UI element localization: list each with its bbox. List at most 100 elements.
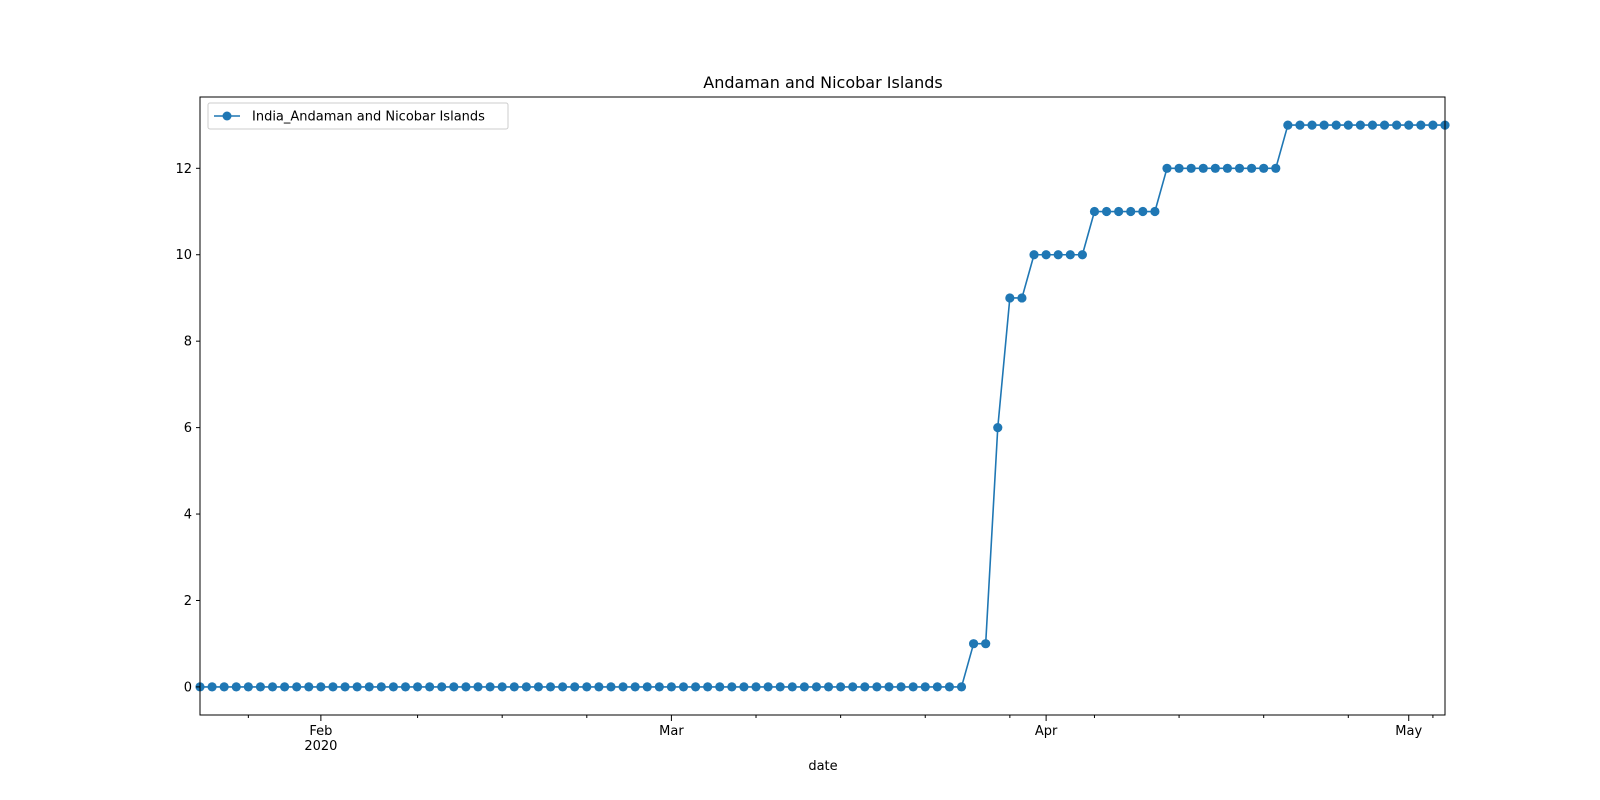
data-point-39 — [666, 682, 677, 692]
data-point-4 — [243, 682, 253, 692]
data-point-62 — [944, 682, 955, 692]
x-tick-label: Apr — [1035, 724, 1058, 739]
data-point-11 — [328, 682, 338, 692]
data-point-70 — [1041, 250, 1051, 260]
legend: India_Andaman and Nicobar Islands — [207, 102, 509, 130]
x-tick-label: Feb — [309, 724, 332, 739]
legend-marker-swatch — [222, 111, 232, 121]
data-point-100 — [1404, 120, 1414, 130]
data-point-10 — [316, 682, 326, 692]
data-point-58 — [896, 682, 906, 692]
data-point-77 — [1126, 206, 1136, 217]
data-point-69 — [1029, 250, 1039, 260]
data-point-15 — [376, 682, 386, 692]
data-point-71 — [1053, 250, 1063, 260]
data-point-73 — [1077, 250, 1087, 260]
series-line-0 — [200, 124, 1445, 688]
data-point-63 — [956, 682, 967, 692]
data-point-46 — [751, 682, 761, 692]
data-point-7 — [280, 682, 290, 692]
data-point-14 — [364, 682, 374, 692]
data-point-64 — [968, 639, 979, 649]
data-point-2 — [219, 682, 229, 692]
data-point-85 — [1222, 163, 1233, 173]
data-point-96 — [1355, 120, 1365, 130]
data-point-37 — [642, 682, 652, 692]
data-point-31 — [570, 682, 580, 692]
data-point-44 — [727, 682, 737, 692]
x-tick-sublabel: 2020 — [304, 739, 337, 754]
axes-frame — [199, 96, 1446, 716]
data-point-9 — [304, 682, 314, 692]
plot-area — [195, 96, 1450, 716]
data-point-6 — [267, 682, 278, 692]
data-point-43 — [715, 682, 725, 692]
data-point-51 — [811, 682, 822, 692]
data-point-20 — [437, 682, 447, 692]
data-point-72 — [1065, 250, 1075, 260]
data-point-23 — [473, 682, 483, 692]
y-axis: 0 2 4 6 8 10 12 — [175, 162, 200, 695]
data-point-61 — [932, 682, 942, 692]
data-point-12 — [340, 682, 350, 692]
y-tick-label: 0 — [184, 680, 192, 695]
data-point-59 — [908, 682, 918, 692]
data-point-79 — [1150, 206, 1160, 217]
data-point-89 — [1271, 163, 1281, 173]
chart-title: Andaman and Nicobar Islands — [703, 73, 942, 92]
data-point-1 — [207, 682, 217, 692]
legend-box — [207, 102, 509, 130]
data-point-34 — [606, 682, 616, 692]
y-tick-label: 4 — [184, 508, 192, 523]
data-point-53 — [836, 682, 846, 692]
data-point-99 — [1392, 120, 1402, 130]
data-point-84 — [1210, 163, 1220, 173]
data-point-55 — [860, 682, 870, 692]
data-point-18 — [412, 682, 423, 692]
data-point-90 — [1283, 120, 1293, 130]
data-point-66 — [993, 423, 1003, 433]
data-point-92 — [1307, 120, 1317, 130]
data-point-52 — [823, 682, 834, 692]
data-point-48 — [775, 682, 785, 692]
data-point-49 — [787, 682, 797, 692]
data-point-25 — [497, 682, 507, 692]
data-point-101 — [1416, 120, 1426, 130]
data-point-42 — [703, 682, 713, 692]
data-point-60 — [920, 682, 930, 692]
data-point-28 — [533, 682, 544, 692]
data-point-21 — [449, 682, 459, 692]
data-point-67 — [1005, 293, 1015, 303]
data-point-95 — [1343, 120, 1353, 130]
data-point-56 — [872, 682, 882, 692]
data-point-17 — [400, 682, 411, 692]
data-point-81 — [1174, 163, 1184, 173]
data-point-97 — [1367, 120, 1378, 130]
data-point-65 — [981, 639, 991, 649]
data-point-32 — [582, 682, 592, 692]
data-point-57 — [884, 682, 894, 692]
data-point-8 — [292, 682, 302, 692]
data-point-40 — [678, 682, 689, 692]
data-point-76 — [1114, 206, 1124, 217]
data-point-16 — [388, 682, 398, 692]
data-point-47 — [763, 682, 773, 692]
data-point-24 — [485, 682, 495, 692]
data-point-91 — [1295, 120, 1305, 130]
x-axis-label: date — [808, 759, 837, 774]
y-tick-label: 2 — [184, 594, 192, 609]
data-point-54 — [848, 682, 858, 692]
data-point-5 — [255, 682, 266, 692]
data-point-68 — [1017, 293, 1027, 303]
data-point-83 — [1198, 163, 1208, 173]
data-point-74 — [1089, 206, 1100, 217]
x-tick-label: Mar — [659, 724, 684, 739]
data-point-19 — [425, 682, 435, 692]
data-point-29 — [545, 682, 556, 692]
data-point-45 — [739, 682, 749, 692]
data-point-36 — [630, 682, 640, 692]
x-tick-label: May — [1395, 724, 1422, 739]
